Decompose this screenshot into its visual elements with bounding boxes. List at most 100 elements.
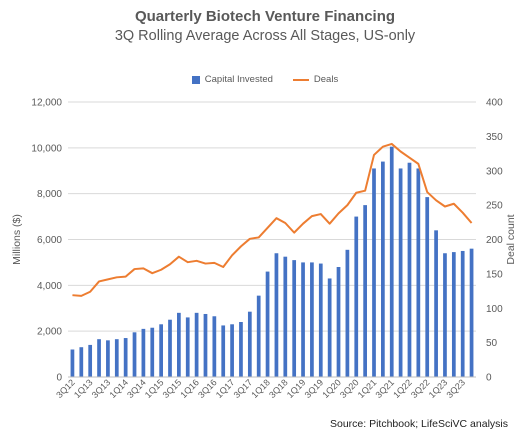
- x-tick-label: 3Q13: [90, 377, 113, 400]
- x-tick-label: 1Q16: [178, 377, 201, 400]
- capital-bar: [159, 324, 163, 377]
- x-tick-label: 1Q23: [427, 377, 450, 400]
- x-tick-label: 3Q21: [374, 377, 397, 400]
- x-tick-label: 3Q23: [444, 377, 467, 400]
- x-tick-label: 1Q21: [356, 377, 379, 400]
- source-note: Source: Pitchbook; LifeSciVC analysis: [329, 418, 508, 430]
- y2-axis-label: Deal count: [505, 214, 517, 264]
- capital-bar: [194, 312, 199, 377]
- y-axis-label: Millions ($): [11, 214, 23, 265]
- capital-bar: [310, 262, 314, 377]
- x-tick-label: 1Q13: [72, 377, 95, 400]
- legend-item-capital: Capital Invested: [191, 74, 273, 85]
- capital-bar: [443, 253, 447, 377]
- y-tick-label: 0: [56, 373, 62, 384]
- capital-bar: [221, 325, 226, 377]
- deals-line: [72, 142, 473, 297]
- capital-bar: [354, 216, 359, 377]
- y2-tick-label: 0: [486, 373, 492, 384]
- chart-legend: Capital Invested Deals: [0, 74, 530, 85]
- capital-bar: [301, 262, 305, 377]
- capital-bar: [97, 339, 101, 377]
- y2-tick-label: 200: [486, 235, 503, 246]
- capital-bar: [132, 332, 137, 377]
- capital-bar: [256, 295, 261, 377]
- y2-tick-label: 150: [486, 269, 503, 280]
- capital-bar: [381, 161, 385, 377]
- capital-bar: [389, 146, 394, 377]
- capital-bar: [363, 205, 367, 377]
- y2-tick-label: 50: [486, 338, 498, 349]
- capital-bar: [265, 271, 270, 377]
- chart-subtitle: 3Q Rolling Average Across All Stages, US…: [114, 28, 416, 44]
- y2-tick-label: 400: [486, 98, 503, 109]
- capital-bar: [230, 324, 234, 377]
- y2-tick-label: 250: [486, 201, 503, 212]
- capital-bar: [425, 197, 430, 377]
- capital-bar: [150, 327, 155, 377]
- y2-tick-label: 100: [486, 304, 503, 315]
- legend-item-deals: Deals: [292, 74, 339, 85]
- capital-bar: [106, 340, 110, 377]
- x-axis-ticks: 3Q121Q133Q131Q143Q141Q153Q151Q163Q161Q17…: [54, 377, 467, 400]
- capital-bar: [460, 250, 465, 377]
- capital-bars: [70, 146, 474, 377]
- capital-bar: [141, 328, 146, 377]
- capital-bar: [185, 317, 190, 377]
- capital-bar: [469, 248, 474, 377]
- capital-bar: [318, 263, 323, 377]
- y-tick-label: 6,000: [37, 235, 62, 246]
- legend-swatch-line: [292, 78, 309, 81]
- legend-swatch-bar: [191, 75, 200, 84]
- x-tick-label: 1Q22: [391, 377, 414, 400]
- y-tick-label: 8,000: [37, 189, 62, 200]
- x-tick-label: 3Q16: [196, 377, 219, 400]
- y2-tick-label: 350: [486, 132, 503, 143]
- y-tick-label: 12,000: [31, 98, 62, 109]
- x-tick-label: 1Q15: [143, 377, 166, 400]
- legend-label-deals: Deals: [313, 74, 339, 85]
- x-tick-label: 3Q14: [125, 377, 148, 400]
- capital-bar: [123, 338, 128, 377]
- capital-bar: [212, 316, 217, 377]
- x-tick-label: 3Q20: [338, 377, 361, 400]
- capital-bar: [283, 256, 288, 377]
- capital-bar: [336, 267, 341, 377]
- x-tick-label: 3Q22: [409, 377, 432, 400]
- capital-bar: [79, 347, 84, 377]
- left-axis-ticks: 0 2,000 4,000 6,000 8,000 10,000 12,000: [31, 98, 62, 384]
- capital-bar: [451, 252, 456, 377]
- capital-bar: [292, 260, 297, 377]
- x-tick-label: 1Q20: [320, 377, 343, 400]
- right-axis-ticks: 0 50 100 150 200 250 300 350 400: [486, 98, 503, 384]
- x-tick-label: 3Q19: [303, 377, 326, 400]
- y2-tick-label: 300: [486, 166, 503, 177]
- capital-bar: [372, 168, 376, 377]
- capital-bar: [327, 278, 332, 377]
- gridlines: [68, 101, 476, 332]
- y-tick-label: 2,000: [37, 327, 62, 338]
- capital-bar: [407, 162, 412, 377]
- capital-bar: [434, 230, 438, 377]
- capital-bar: [274, 253, 279, 377]
- capital-bar: [168, 319, 172, 377]
- x-tick-label: 3Q15: [161, 377, 184, 400]
- capital-bar: [177, 312, 181, 377]
- legend-label-capital: Capital Invested: [204, 74, 273, 85]
- capital-bar: [114, 339, 119, 377]
- y-tick-label: 4,000: [37, 281, 62, 292]
- capital-bar: [70, 349, 75, 377]
- y-tick-label: 10,000: [31, 143, 62, 154]
- x-tick-label: 1Q18: [249, 377, 272, 400]
- capital-bar: [398, 168, 403, 377]
- x-tick-label: 1Q14: [107, 377, 130, 400]
- x-tick-label: 3Q17: [232, 377, 255, 400]
- capital-bar: [416, 168, 421, 377]
- capital-bar: [239, 322, 243, 377]
- capital-bar: [203, 313, 208, 377]
- x-tick-label: 1Q17: [214, 377, 237, 400]
- chart-title: Quarterly Biotech Venture Financing: [134, 8, 396, 25]
- capital-bar: [247, 311, 252, 377]
- x-tick-label: 3Q18: [267, 377, 290, 400]
